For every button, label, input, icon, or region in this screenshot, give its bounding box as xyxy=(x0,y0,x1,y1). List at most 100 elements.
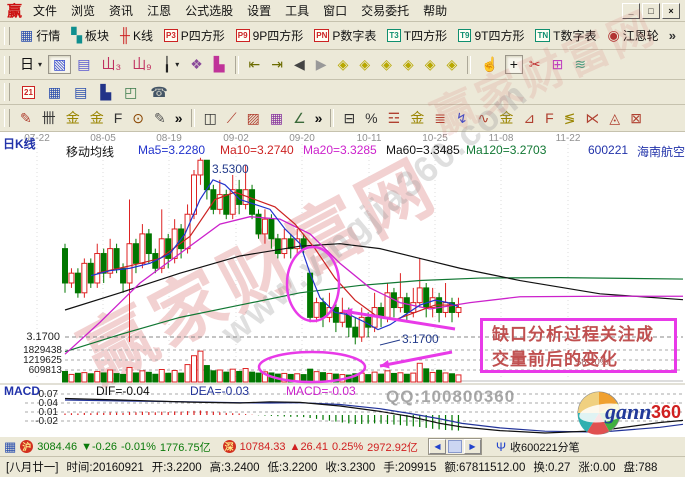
grid-tool-icon[interactable]: 卌 xyxy=(37,109,61,128)
gann-grid-tool-icon[interactable]: ⊞ xyxy=(547,55,569,74)
p-square-button[interactable]: P3 P四方形 xyxy=(159,25,230,46)
scale-tool-icon[interactable]: ⊟ xyxy=(338,109,360,128)
menu-窗口[interactable]: 窗口 xyxy=(323,4,348,18)
toolbar-more-icon[interactable]: » xyxy=(668,28,676,43)
menu-江恩[interactable]: 江恩 xyxy=(147,4,172,18)
next-bar-icon[interactable]: ▶ xyxy=(311,55,332,74)
save-icon[interactable]: ▙ xyxy=(95,83,116,102)
macd-panel-label[interactable]: MACD xyxy=(4,384,40,398)
toolbar-grip[interactable] xyxy=(4,26,10,45)
candle-type-dropdown[interactable]: ╽ ▾ xyxy=(158,55,184,74)
gold-line-tool-icon[interactable]: 金 xyxy=(405,109,429,128)
index-scrollbar[interactable]: ◀ ▶ xyxy=(427,438,482,455)
calculator-icon[interactable]: ▦ xyxy=(43,83,66,102)
menu-设置[interactable]: 设置 xyxy=(247,4,272,18)
drag-hand-icon[interactable]: ☝ xyxy=(476,55,503,74)
shanghai-icon[interactable]: 沪 xyxy=(20,440,34,453)
apex-tool-icon[interactable]: ◬ xyxy=(604,109,625,128)
pen-tool-icon[interactable]: ✎ xyxy=(15,109,37,128)
angle-tool-icon[interactable]: ∠ xyxy=(288,109,311,128)
compress-horizontal-icon[interactable]: ◈ xyxy=(398,55,419,74)
compress-vertical-icon[interactable]: ◈ xyxy=(441,55,462,74)
shenzhen-icon[interactable]: 深 xyxy=(222,440,236,453)
f-line-tool-icon[interactable]: F xyxy=(540,109,559,128)
p9-square-button[interactable]: P9 9P四方形 xyxy=(231,25,308,46)
toolbar-grip[interactable] xyxy=(4,109,10,127)
dropdown-arrow-icon[interactable]: ▾ xyxy=(175,60,180,69)
t-number-table-button[interactable]: TN T数字表 xyxy=(530,25,601,46)
menu-帮助[interactable]: 帮助 xyxy=(423,4,448,18)
join-tool-icon[interactable]: ⋉ xyxy=(580,109,604,128)
menu-交易委托[interactable]: 交易委托 xyxy=(361,4,410,18)
wave-tool-icon-glyph: ≋ xyxy=(574,56,587,72)
gold-grid2-tool-icon[interactable]: 金 xyxy=(85,109,109,128)
wave-line-tool-icon[interactable]: ∿ xyxy=(473,109,495,128)
scroll-right-icon[interactable]: ▶ xyxy=(463,439,481,454)
phone-icon[interactable]: ☎ xyxy=(145,83,172,102)
prev-bar-icon[interactable]: ◀ xyxy=(289,55,310,74)
menu-浏览[interactable]: 浏览 xyxy=(71,4,96,18)
shift-left-icon[interactable]: ◈ xyxy=(333,55,354,74)
close-button[interactable]: × xyxy=(662,2,680,19)
toolbar-grip[interactable] xyxy=(4,55,10,74)
grid-box-tool-icon[interactable]: ▦ xyxy=(265,109,288,128)
more-draw1[interactable]: » xyxy=(171,110,187,127)
gann-wheel-button[interactable]: ◉ 江恩轮 xyxy=(602,25,663,46)
hatch-box-tool-icon[interactable]: ▨ xyxy=(242,109,265,128)
macd-value: MACD=-0.03 xyxy=(286,384,356,398)
fibo-grid-tool-icon[interactable]: F xyxy=(109,109,128,128)
pattern-grid-icon[interactable]: ❖ xyxy=(185,55,208,74)
expand-horizontal-icon[interactable]: ◈ xyxy=(376,55,397,74)
lines-tool-icon[interactable]: ≣ xyxy=(429,109,451,128)
gold-grid2-tool-icon-glyph: 金 xyxy=(89,109,104,126)
spiral-tool-icon[interactable]: ⊙ xyxy=(127,109,149,128)
scroll-left-icon[interactable]: ◀ xyxy=(428,439,446,454)
ray-fan-tool-icon[interactable]: ⟋ xyxy=(222,109,242,128)
restore-button[interactable]: □ xyxy=(642,2,660,19)
region-chart-icon[interactable]: ▧ xyxy=(48,55,72,74)
quote-grid-icon[interactable]: ▦ xyxy=(4,438,17,454)
crossbox-tool-icon[interactable]: ⊠ xyxy=(625,109,647,128)
color-histogram-icon[interactable]: ▙ xyxy=(209,55,230,74)
sector-button[interactable]: ▚ 板块 xyxy=(66,25,114,46)
percent-tool-icon[interactable]: % xyxy=(360,109,382,128)
wave-tool-icon[interactable]: ≋ xyxy=(569,55,591,74)
dropdown-arrow-icon[interactable]: ▾ xyxy=(38,60,43,69)
kline-button[interactable]: ╫ K线 xyxy=(115,25,158,46)
last-bar-icon[interactable]: ⇥ xyxy=(266,55,288,74)
more-draw2[interactable]: » xyxy=(311,110,327,127)
bars3-icon[interactable]: 山₃ xyxy=(96,55,126,74)
snip-tool-icon[interactable]: ✂ xyxy=(524,55,546,74)
pen2-tool-icon[interactable]: ✎ xyxy=(149,109,171,128)
menu-文件[interactable]: 文件 xyxy=(33,4,58,18)
first-bar-icon[interactable]: ⇤ xyxy=(244,55,266,74)
quote-button[interactable]: ▦ 行情 xyxy=(15,25,65,46)
period-day-dropdown[interactable]: 日 ▾ xyxy=(15,55,47,74)
notes-icon[interactable]: ▤ xyxy=(69,83,92,102)
kline-chart-svg[interactable]: 07-22 08-05 08-19 09-02 09-20 10-11 10-25 11-08… xyxy=(0,132,685,436)
t9-square-button[interactable]: T9 9T四方形 xyxy=(453,25,529,46)
gold-channel-tool-icon[interactable]: 金 xyxy=(494,109,518,128)
scroll-thumb[interactable] xyxy=(447,440,462,453)
p-number-table-button[interactable]: PN P数字表 xyxy=(309,25,381,46)
menu-工具[interactable]: 工具 xyxy=(285,4,310,18)
t-square-button[interactable]: T3 T四方形 xyxy=(382,25,452,46)
menu-公式选股[interactable]: 公式选股 xyxy=(185,4,234,18)
bars9-icon[interactable]: 山₉ xyxy=(127,55,157,74)
gold-grid-tool-icon[interactable]: 金 xyxy=(61,109,85,128)
info-note-icon[interactable]: ▤ xyxy=(72,55,95,74)
compare-tool-icon[interactable]: ≶ xyxy=(559,109,581,128)
expand-vertical-icon[interactable]: ◈ xyxy=(420,55,441,74)
crosshair-icon[interactable]: + xyxy=(504,55,523,74)
capture-icon[interactable]: ◰ xyxy=(119,83,142,102)
minimize-button[interactable]: _ xyxy=(622,2,640,19)
toolbar-grip[interactable] xyxy=(4,83,10,101)
menu-资讯[interactable]: 资讯 xyxy=(109,4,134,18)
gap-analysis-annotation[interactable]: 缺口分析过程关注成 交量前后的变化 xyxy=(480,318,677,373)
triangle-tool-icon[interactable]: ⊿ xyxy=(518,109,540,128)
trigram-tool-icon[interactable]: ☲ xyxy=(383,109,406,128)
shift-right-icon[interactable]: ◈ xyxy=(354,55,375,74)
box-tool-icon[interactable]: ◫ xyxy=(199,109,222,128)
calendar-icon[interactable]: 21 xyxy=(17,84,40,101)
bolt-tool-icon[interactable]: ↯ xyxy=(451,109,473,128)
